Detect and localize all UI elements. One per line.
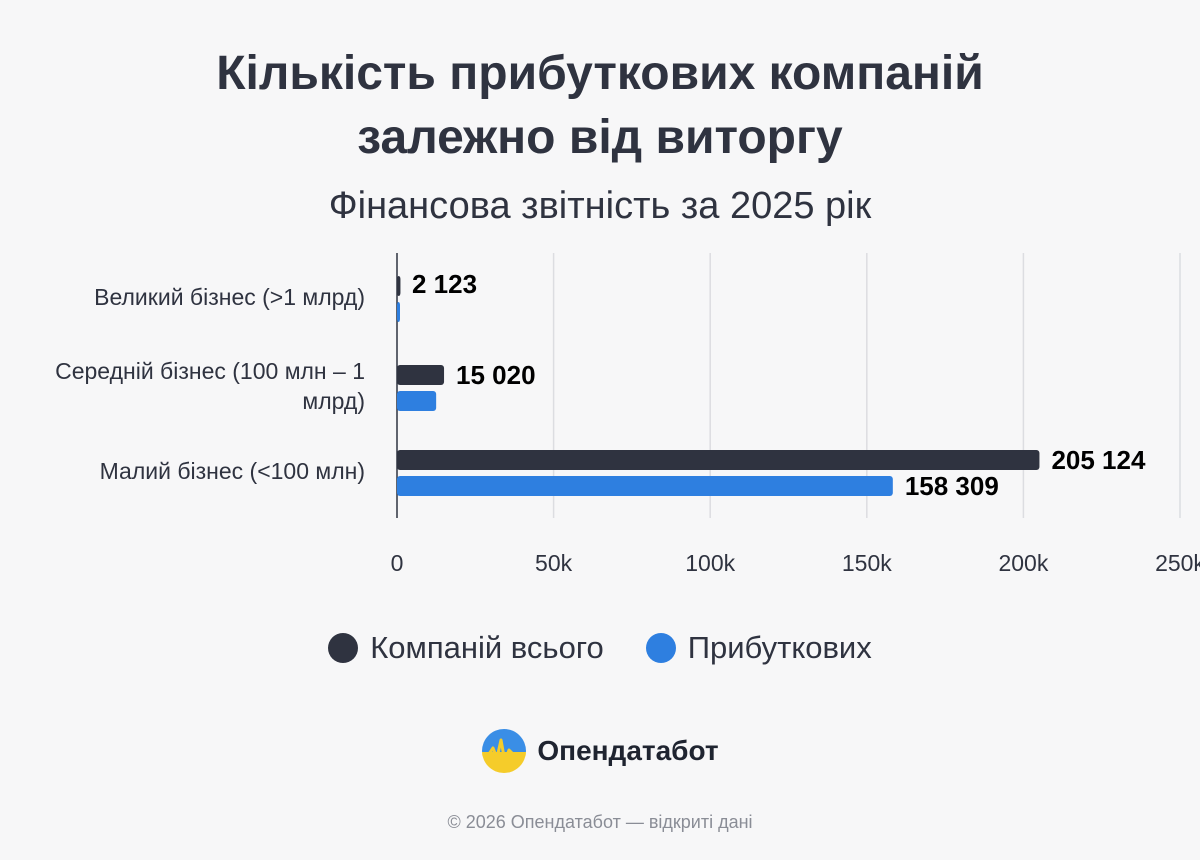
bar-total	[397, 365, 445, 385]
legend-label-profitable: Прибуткових	[687, 630, 872, 665]
x-tick-label: 50k	[535, 550, 573, 576]
category-label: Малий бізнес (<100 млн)	[100, 458, 365, 484]
chart-title-line-2: залежно від виторгу	[357, 111, 843, 164]
brand-name: Опендатабот	[537, 735, 719, 766]
legend-swatch-total	[328, 633, 359, 663]
category-label: млрд)	[302, 388, 365, 414]
bar-total	[397, 450, 1040, 470]
x-tick-label: 100k	[685, 550, 735, 576]
bar-chart: 0 50k 100k 150k 200k 250k Великий бізнес (>1 м…	[55, 253, 1200, 576]
legend-label-total: Компаній всього	[370, 630, 604, 665]
data-label: 158 309	[905, 471, 999, 501]
category-label: Середній бізнес (100 млн – 1	[55, 358, 365, 384]
chart-title: Кількість прибуткових компаній залежно в…	[0, 42, 1200, 170]
brand: Опендатабот	[0, 728, 1200, 774]
legend-swatch-profitable	[645, 633, 676, 663]
legend-item-profitable[interactable]: Прибуткових	[645, 630, 872, 666]
bar-profitable	[397, 476, 893, 496]
data-label: 15 020	[456, 360, 536, 390]
bar-profitable	[397, 302, 400, 322]
bar-profitable	[397, 391, 437, 411]
chart-subtitle: Фінансова звітність за 2025 рік	[328, 185, 872, 227]
x-tick-label: 150k	[842, 550, 892, 576]
chart-legend: Компаній всього Прибуткових	[0, 630, 1200, 666]
x-tick-label: 250k	[1155, 550, 1200, 576]
legend-item-total[interactable]: Компаній всього	[328, 630, 604, 666]
footer-copyright: © 2026 Опендатабот — відкриті дані	[447, 812, 753, 832]
bar-total	[397, 276, 401, 296]
x-tick-label: 200k	[998, 550, 1048, 576]
data-label: 205 124	[1051, 445, 1146, 475]
x-tick-label: 0	[391, 550, 404, 576]
data-label: 2 123	[412, 269, 477, 299]
chart-title-line-1: Кількість прибуткових компаній	[216, 47, 984, 100]
category-label: Великий бізнес (>1 млрд)	[94, 284, 365, 310]
opendatabot-logo-icon	[482, 729, 527, 773]
